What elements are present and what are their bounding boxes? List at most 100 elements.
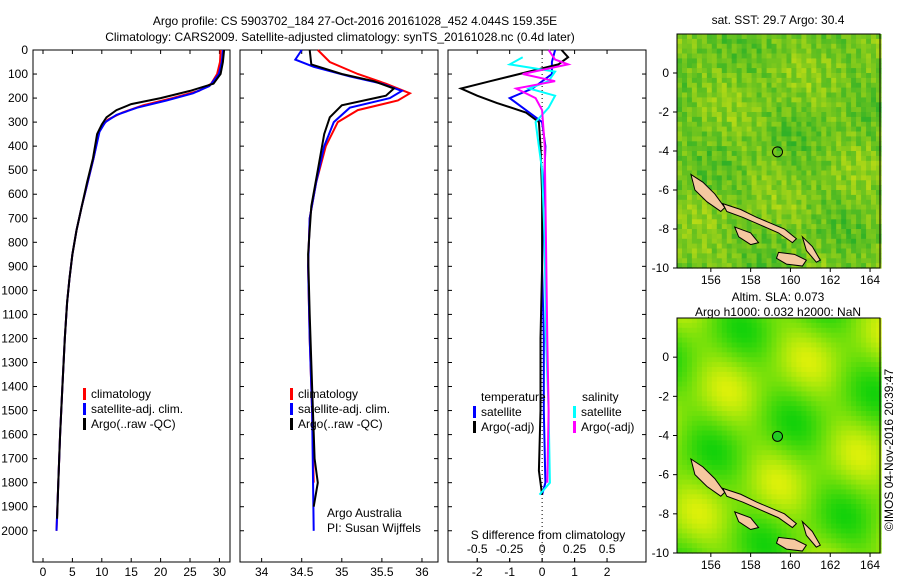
- y-tick-label: 1100: [2, 307, 28, 321]
- y-tick-label: 1000: [1, 283, 28, 297]
- legend-label: climatology: [91, 387, 151, 401]
- series-line-argo-raw-qc-: [56, 49, 226, 519]
- y-tick-label: 800: [8, 235, 28, 249]
- legend-swatch: [83, 388, 86, 400]
- x-tick-label: 1: [571, 565, 578, 579]
- x-tick-label: 36: [415, 565, 429, 579]
- land: [721, 487, 798, 529]
- map-raster: [677, 34, 882, 269]
- x-tick-label: 34: [255, 565, 269, 579]
- x-tick-label: 162: [820, 558, 840, 572]
- argo-location-marker: [772, 146, 784, 158]
- land: [801, 519, 821, 548]
- y-tick-label: -2: [658, 389, 669, 403]
- land: [721, 202, 798, 244]
- y-tick-label: 100: [8, 67, 28, 81]
- x2-tick-label: 0: [539, 542, 546, 556]
- y-tick-label: 900: [8, 259, 28, 273]
- series-line-salinity-argo: [513, 49, 572, 483]
- x-tick-label: 30: [213, 565, 227, 579]
- legend-swatch: [473, 421, 476, 433]
- y-tick-label: 1700: [1, 452, 28, 466]
- x-tick-label: -1: [504, 565, 515, 579]
- land: [801, 235, 821, 263]
- y-tick-label: 0: [21, 43, 28, 57]
- x-tick-label: 2: [604, 565, 611, 579]
- y-tick-label: -6: [658, 183, 669, 197]
- x-tick-label: 160: [780, 558, 800, 572]
- legend-label: satellite: [581, 405, 622, 419]
- imos-credit: ©IMOS 04-Nov-2016 20:39:47: [882, 369, 896, 532]
- y-tick-label: 300: [8, 115, 28, 129]
- legend-swatch: [290, 418, 293, 430]
- x2-axis-label: S difference from climatology: [471, 528, 626, 542]
- x-tick-label: 164: [860, 558, 880, 572]
- legend-swatch: [573, 421, 576, 433]
- map-title: Argo h1000: 0.032 h2000: NaN: [695, 305, 861, 319]
- x-tick-label: 0: [539, 565, 546, 579]
- legend-label: Argo(..raw -QC): [298, 417, 383, 431]
- difference-panel: -2-1012T difference from climatology-0.5…: [447, 49, 647, 579]
- y-tick-label: 1300: [1, 355, 28, 369]
- plot-frame: [32, 49, 231, 563]
- legend-label: Argo(-adj): [581, 420, 634, 434]
- x-tick-label: 156: [701, 558, 721, 572]
- y-tick-label: 1800: [1, 476, 28, 490]
- x-tick-label: 158: [741, 558, 761, 572]
- y-tick-label: 0: [662, 66, 669, 80]
- y-tick-label: 200: [8, 91, 28, 105]
- x-tick-label: 35.5: [370, 565, 394, 579]
- land: [775, 251, 808, 267]
- y-tick-label: 1500: [1, 404, 28, 418]
- series-line-argo-raw-qc-: [307, 49, 396, 507]
- legend-swatch: [290, 403, 293, 415]
- x2-tick-label: -0.25: [496, 542, 524, 556]
- x-tick-label: 10: [95, 565, 109, 579]
- x-tick-label: 15: [125, 565, 139, 579]
- x-tick-label: 164: [860, 273, 880, 287]
- y-tick-label: 1900: [1, 500, 28, 514]
- sst-map: 156 158 160 162 164 0 -2 -4 -6 -8 -10 sat. SST: 29.…: [652, 13, 882, 287]
- legend-label: satellite-adj. clim.: [91, 402, 183, 416]
- map-title: Altim. SLA: 0.073: [732, 290, 825, 304]
- x-tick-label: 35: [335, 565, 349, 579]
- temperature-panel: 0 5 10 15 20 25 300100200300400500600700800900…: [1, 43, 231, 579]
- legend-swatch: [83, 418, 86, 430]
- y-tick-label: -10: [652, 546, 670, 560]
- x-tick-label: 20: [154, 565, 168, 579]
- x-tick-label: 162: [820, 273, 840, 287]
- title-line-2: Climatology: CARS2009. Satellite-adjuste…: [105, 30, 575, 44]
- y-tick-label: -10: [652, 261, 670, 275]
- x-tick-label: 34.5: [290, 565, 314, 579]
- x-tick-label: 156: [701, 273, 721, 287]
- title-line-1: Argo profile: CS 5903702_184 27-Oct-2016…: [153, 14, 557, 28]
- x-tick-label: 160: [780, 273, 800, 287]
- y-tick-label: 1400: [1, 380, 28, 394]
- legend-swatch: [290, 388, 293, 400]
- annotation: PI: Susan Wijffels: [327, 521, 421, 535]
- legend-label: climatology: [298, 387, 358, 401]
- x-tick-label: 0: [40, 565, 47, 579]
- legend-label: Argo(..raw -QC): [91, 417, 176, 431]
- y-tick-label: -8: [658, 507, 669, 521]
- legend-swatch: [83, 403, 86, 415]
- map-raster: [677, 318, 882, 554]
- legend-label: Argo(-adj): [481, 420, 534, 434]
- legend-title: temperature: [481, 390, 546, 404]
- y-tick-label: -2: [658, 105, 669, 119]
- y-tick-label: 400: [8, 139, 28, 153]
- legend-title: salinity: [582, 390, 619, 404]
- x2-tick-label: 0.25: [563, 542, 587, 556]
- annotation: Argo Australia: [327, 506, 402, 520]
- plot-frame: [239, 49, 439, 563]
- land: [690, 173, 726, 213]
- argo-location-marker: [772, 430, 784, 442]
- x2-tick-label: 0.5: [599, 542, 616, 556]
- x-tick-label: 5: [69, 565, 76, 579]
- y-tick-label: 2000: [1, 524, 28, 538]
- y-tick-label: 0: [662, 350, 669, 364]
- y-tick-label: 1200: [1, 331, 28, 345]
- y-tick-label: 1600: [1, 428, 28, 442]
